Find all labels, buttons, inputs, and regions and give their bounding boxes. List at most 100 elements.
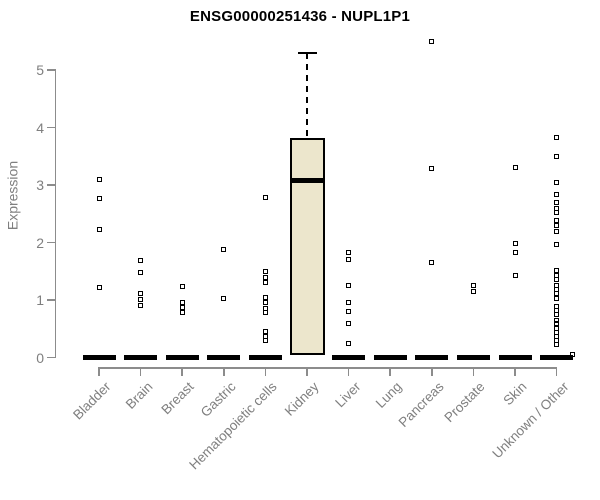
outlier-point xyxy=(554,267,560,273)
y-tick-label: 4 xyxy=(36,119,44,136)
outlier-point xyxy=(429,39,435,45)
outlier-point xyxy=(96,196,102,202)
outlier-point xyxy=(179,300,185,306)
zero-median-dash xyxy=(82,355,116,360)
y-tick xyxy=(47,126,55,129)
outlier-point xyxy=(179,284,185,290)
x-tick xyxy=(347,368,350,376)
x-tick xyxy=(555,368,558,376)
outlier-point xyxy=(346,320,352,326)
outlier-point xyxy=(512,164,518,170)
outlier-point xyxy=(262,194,268,200)
outlier-point xyxy=(138,296,144,302)
outlier-point xyxy=(554,192,560,198)
outlier-point xyxy=(512,249,518,255)
outlier-point xyxy=(554,223,560,229)
outlier-point xyxy=(554,337,560,343)
outlier-point xyxy=(262,328,268,334)
outlier-point xyxy=(554,290,560,296)
outlier-point xyxy=(346,300,352,306)
y-tick xyxy=(47,184,55,186)
zero-median-dash xyxy=(165,355,199,360)
zero-median-dash xyxy=(373,355,407,360)
outlier-point xyxy=(554,200,560,206)
outlier-point xyxy=(262,280,268,286)
box-whisker xyxy=(305,52,309,138)
x-tick xyxy=(514,368,516,376)
outlier-point xyxy=(346,250,352,256)
outlier-point xyxy=(429,166,435,172)
outlier-point xyxy=(429,259,435,265)
zero-median-dash xyxy=(332,355,366,360)
outlier-point xyxy=(554,342,560,348)
outlier-point xyxy=(470,289,476,295)
zero-median-dash xyxy=(415,355,449,360)
outlier-point xyxy=(554,320,560,326)
outlier-point xyxy=(554,209,560,215)
x-tick xyxy=(223,368,225,376)
box-whisker-cap xyxy=(297,51,317,54)
zero-median-dash xyxy=(124,355,158,360)
x-tick xyxy=(98,368,100,376)
outlier-point xyxy=(262,338,268,344)
outlier-point xyxy=(346,340,352,346)
zero-median-dash xyxy=(498,355,532,360)
zero-median-dash xyxy=(456,355,490,360)
y-tick-label: 1 xyxy=(36,292,44,308)
y-axis-line xyxy=(54,69,56,359)
outlier-point xyxy=(554,277,560,283)
y-tick-label: 5 xyxy=(36,62,44,78)
x-tick xyxy=(389,368,391,376)
outlier-point xyxy=(138,258,144,264)
outlier-point xyxy=(554,317,560,323)
y-tick xyxy=(47,241,55,244)
outlier-point xyxy=(554,134,560,140)
outlier-point xyxy=(346,257,352,263)
outlier-point xyxy=(138,290,144,296)
y-tick xyxy=(47,299,55,301)
outlier-point xyxy=(96,176,102,182)
outlier-point xyxy=(554,242,560,248)
x-tick xyxy=(431,368,433,376)
outlier-point xyxy=(554,296,560,302)
zero-median-dash xyxy=(207,355,241,360)
outlier-point xyxy=(554,153,560,159)
outlier-point xyxy=(554,217,560,223)
outlier-point xyxy=(570,351,576,357)
outlier-point xyxy=(179,304,185,310)
x-tick-label: Unknown / Other xyxy=(488,379,572,462)
outlier-point xyxy=(512,240,518,246)
box-median-line xyxy=(291,178,323,183)
outlier-point xyxy=(346,309,352,314)
outlier-point xyxy=(554,272,560,278)
zero-median-dash xyxy=(540,355,574,360)
outlier-point xyxy=(346,282,352,288)
outlier-point xyxy=(138,302,144,308)
y-tick xyxy=(47,356,55,359)
x-tick xyxy=(181,368,183,376)
outlier-point xyxy=(554,228,560,234)
x-tick xyxy=(139,368,142,376)
x-tick xyxy=(306,368,308,376)
outlier-point xyxy=(262,333,268,339)
zero-median-dash xyxy=(248,355,282,360)
outlier-point xyxy=(262,294,268,300)
outlier-point xyxy=(470,282,476,288)
outlier-point xyxy=(221,247,227,253)
x-tick xyxy=(264,368,267,376)
outlier-point xyxy=(262,300,268,306)
chart-title: ENSG00000251436 - NUPL1P1 xyxy=(189,8,411,25)
x-tick xyxy=(472,368,475,376)
y-tick-label: 0 xyxy=(36,349,44,366)
y-tick xyxy=(47,69,55,71)
outlier-point xyxy=(221,295,227,301)
outlier-point xyxy=(262,309,268,315)
outlier-point xyxy=(262,268,268,274)
outlier-point xyxy=(512,273,518,279)
outlier-point xyxy=(179,309,185,315)
outlier-point xyxy=(96,285,102,291)
outlier-point xyxy=(554,179,560,185)
x-axis-line xyxy=(98,367,558,369)
box-iqr xyxy=(289,137,325,356)
